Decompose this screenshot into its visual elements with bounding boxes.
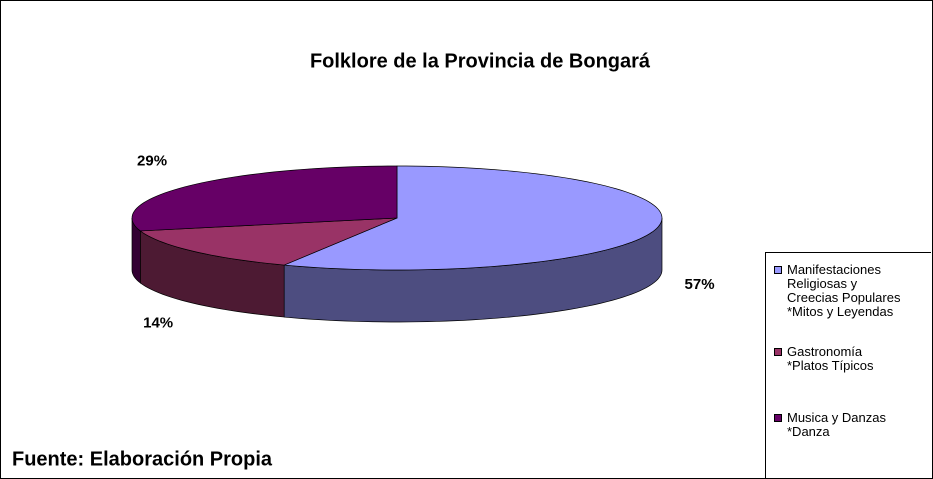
data-label: 14% (143, 314, 173, 331)
legend-label: Manifestaciones Religiosas y Creecias Po… (787, 262, 901, 319)
slice (131, 165, 398, 232)
legend-swatch (774, 414, 782, 422)
legend-label: Gastronomía *Platos Típicos (787, 344, 874, 373)
legend-label: Musica y Danzas *Danza (787, 410, 886, 439)
legend-swatch (774, 266, 782, 274)
legend-item: Musica y Danzas *Danza (774, 411, 886, 439)
chart-title: Folklore de la Provincia de Bongará (310, 50, 651, 72)
legend-item: Gastronomía *Platos Típicos (774, 345, 873, 373)
data-label: 57% (685, 276, 715, 293)
slice (284, 165, 663, 271)
legend-swatch (774, 348, 782, 356)
legend: Manifestaciones Religiosas y Creecias Po… (765, 252, 931, 478)
source-note: Fuente: Elaboración Propia (12, 448, 273, 470)
slice (139, 217, 398, 266)
legend-item: Manifestaciones Religiosas y Creecias Po… (774, 263, 900, 319)
data-label: 29% (137, 153, 167, 170)
